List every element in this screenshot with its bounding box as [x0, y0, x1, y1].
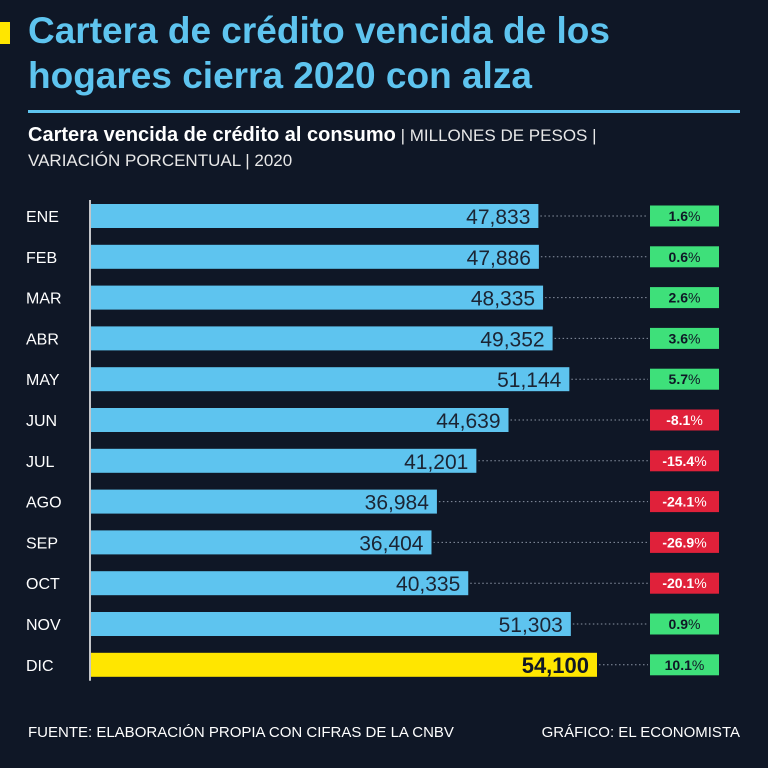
category-label-sep: SEP — [26, 535, 58, 552]
change-label-nov: 0.9% — [669, 616, 701, 632]
subtitle-units-2: VARIACIÓN PORCENTUAL | 2020 — [28, 151, 293, 170]
change-badge-mar — [650, 287, 719, 309]
category-label-mar: MAR — [26, 291, 62, 308]
bar-may — [91, 367, 570, 392]
category-label-dic: DIC — [26, 658, 54, 675]
change-badge-feb — [650, 246, 719, 268]
value-label-oct: 40,335 — [396, 573, 460, 596]
source-note: FUENTE: ELABORACIÓN PROPIA CON CIFRAS DE… — [28, 724, 454, 741]
value-label-jun: 44,639 — [436, 410, 500, 433]
value-label-nov: 51,303 — [499, 614, 563, 637]
change-label-jun: -8.1% — [666, 412, 703, 428]
change-badge-nov — [650, 613, 719, 635]
change-label-dic: 10.1% — [665, 657, 705, 673]
change-badge-dic — [650, 654, 719, 676]
category-label-oct: OCT — [26, 576, 60, 593]
value-label-dic: 54,100 — [522, 653, 589, 678]
change-label-jul: -15.4% — [662, 453, 706, 469]
bar-dic — [91, 652, 597, 677]
change-label-sep: -26.9% — [662, 534, 706, 550]
change-label-oct: -20.1% — [662, 575, 706, 591]
change-label-feb: 0.6% — [669, 249, 701, 265]
value-label-ene: 47,833 — [466, 206, 530, 229]
category-label-feb: FEB — [26, 250, 57, 267]
change-badge-jul — [650, 450, 719, 472]
value-label-abr: 49,352 — [480, 328, 544, 351]
page-title: Cartera de crédito vencida de los hogare… — [28, 10, 610, 96]
subtitle-units: | MILLONES DE PESOS | — [395, 126, 597, 145]
subtitle-main: Cartera vencida de crédito al consumo — [28, 124, 396, 146]
bar-jun — [91, 408, 509, 432]
value-label-sep: 36,404 — [359, 532, 424, 555]
bar-oct — [91, 571, 469, 596]
change-label-abr: 3.6% — [669, 330, 701, 346]
change-badge-ago — [650, 491, 719, 513]
change-label-ene: 1.6% — [669, 208, 701, 224]
value-label-may: 51,144 — [497, 369, 562, 392]
bar-feb — [91, 244, 539, 269]
bar-abr — [91, 326, 553, 351]
bar-nov — [91, 612, 571, 636]
change-badge-jun — [650, 409, 719, 431]
change-badge-sep — [650, 531, 719, 553]
category-label-nov: NOV — [26, 617, 61, 634]
change-label-ago: -24.1% — [662, 494, 706, 510]
bar-mar — [91, 285, 544, 310]
title-accent-bar — [0, 22, 10, 44]
change-label-mar: 2.6% — [669, 290, 701, 306]
category-label-abr: ABR — [26, 331, 59, 348]
category-label-ago: AGO — [26, 495, 62, 512]
change-badge-ene — [650, 205, 719, 227]
change-label-may: 5.7% — [669, 371, 701, 387]
value-label-jul: 41,201 — [404, 451, 468, 474]
category-label-jul: JUL — [26, 454, 55, 471]
value-label-feb: 47,886 — [467, 247, 531, 270]
bar-ene — [91, 204, 539, 228]
change-badge-abr — [650, 327, 719, 349]
bar-jul — [91, 448, 477, 473]
change-badge-may — [650, 368, 719, 390]
chart-subtitle: Cartera vencida de crédito al consumo | … — [28, 123, 740, 173]
category-label-jun: JUN — [26, 413, 57, 430]
value-label-mar: 48,335 — [471, 288, 535, 311]
bar-ago — [91, 489, 437, 514]
bar-sep — [91, 530, 432, 555]
category-label-ene: ENE — [26, 209, 59, 226]
credit-note: GRÁFICO: EL ECONOMISTA — [541, 724, 740, 741]
title-divider — [28, 110, 740, 113]
category-label-may: MAY — [26, 372, 60, 389]
change-badge-oct — [650, 572, 719, 594]
value-label-ago: 36,984 — [365, 492, 430, 515]
